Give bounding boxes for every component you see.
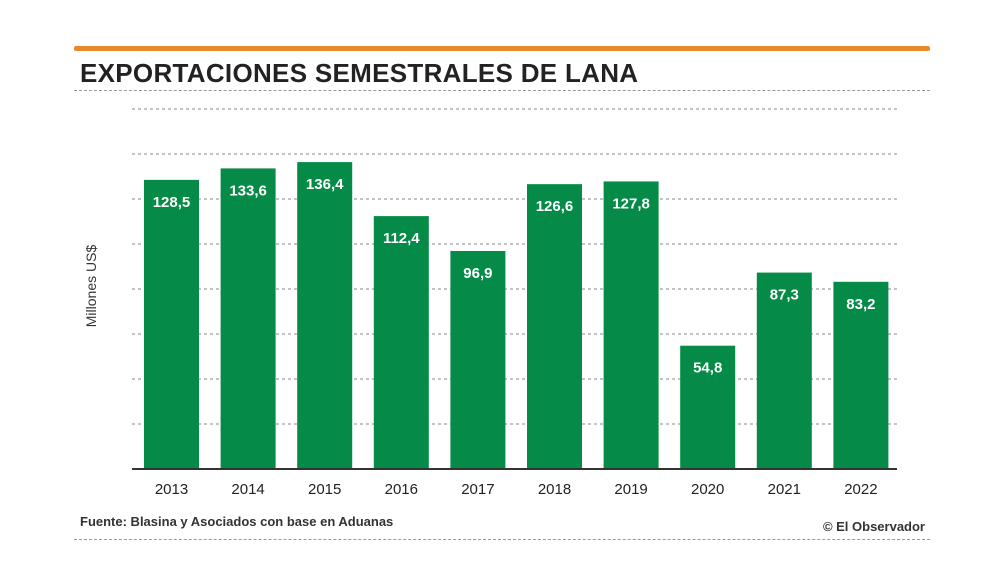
x-tick-label: 2022	[844, 481, 877, 498]
bar-value-label: 136,4	[306, 176, 344, 193]
x-tick-label: 2019	[614, 481, 647, 498]
bar-value-label: 127,8	[612, 195, 650, 212]
x-tick-label: 2016	[385, 481, 418, 498]
bar-value-label: 87,3	[770, 287, 799, 304]
bar-value-label: 96,9	[463, 265, 492, 282]
x-tick-label: 2021	[768, 481, 801, 498]
source-note: Fuente: Blasina y Asociados con base en …	[80, 514, 394, 529]
x-tick-label: 2014	[231, 481, 264, 498]
bar	[297, 162, 353, 469]
bar	[680, 345, 736, 469]
bar-value-label: 133,6	[229, 182, 267, 199]
bar	[373, 216, 429, 469]
title-divider	[74, 90, 930, 91]
bar-value-label: 128,5	[153, 194, 191, 211]
bar	[833, 281, 889, 469]
x-tick-label: 2018	[538, 481, 571, 498]
chart-title: EXPORTACIONES SEMESTRALES DE LANA	[80, 58, 639, 88]
x-tick-label: 2015	[308, 481, 341, 498]
y-axis-label: Millones US$	[83, 245, 99, 328]
x-tick-label: 2020	[691, 481, 724, 498]
footer-divider	[74, 539, 930, 540]
bar	[450, 250, 506, 469]
x-tick-label: 2017	[461, 481, 494, 498]
credit-note: © El Observador	[822, 519, 925, 534]
bar	[603, 181, 659, 469]
bar-value-label: 83,2	[846, 296, 875, 313]
bar-value-label: 112,4	[383, 230, 420, 247]
x-tick-label: 2013	[155, 481, 188, 498]
bar-value-label: 54,8	[693, 360, 722, 377]
bar-value-label: 126,6	[536, 198, 574, 215]
bar	[220, 168, 276, 469]
top-accent-rule	[74, 46, 930, 51]
bar	[144, 179, 199, 469]
bar	[527, 184, 582, 469]
bar	[756, 272, 812, 469]
